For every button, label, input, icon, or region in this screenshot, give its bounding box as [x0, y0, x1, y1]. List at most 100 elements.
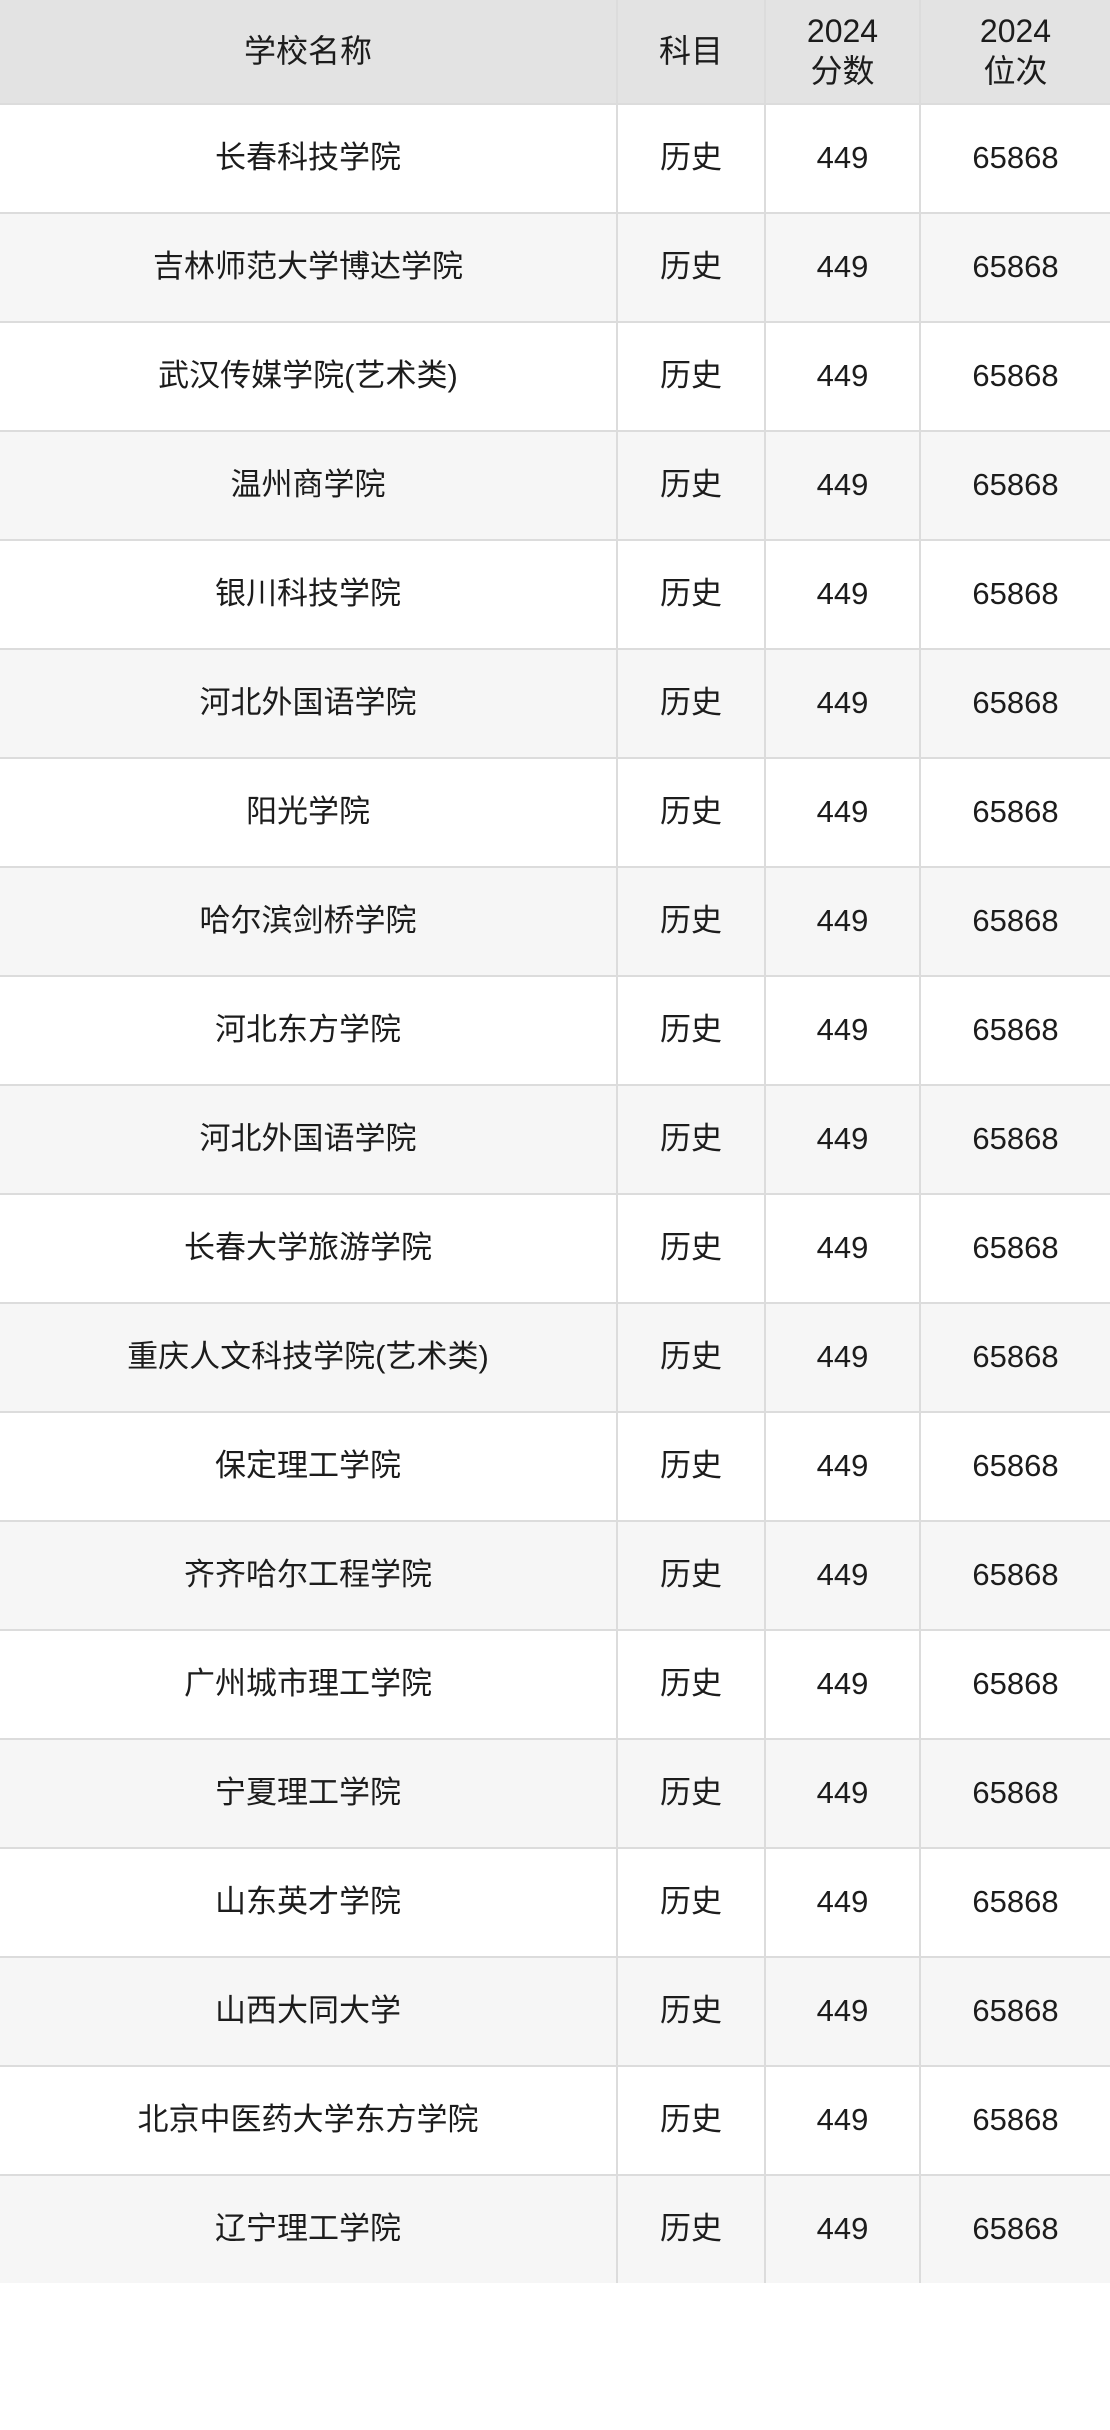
table-row: 长春大学旅游学院 历史 449 65868	[0, 1194, 1110, 1304]
table-row: 广州城市理工学院 历史 449 65868	[0, 1630, 1110, 1740]
cell-subject: 历史	[617, 104, 766, 214]
cell-school-name: 河北东方学院	[0, 976, 618, 1086]
cell-score-2024: 449	[765, 2175, 921, 2283]
cell-score-2024: 449	[765, 104, 921, 214]
cell-subject: 历史	[617, 1194, 766, 1304]
column-header-subject: 科目	[617, 0, 766, 105]
cell-school-name: 阳光学院	[0, 758, 618, 868]
cell-score-2024: 449	[765, 1521, 921, 1631]
cell-rank-2024: 65868	[920, 322, 1110, 432]
cell-school-name: 山西大同大学	[0, 1957, 618, 2067]
cell-school-name: 齐齐哈尔工程学院	[0, 1521, 618, 1631]
cell-school-name: 武汉传媒学院(艺术类)	[0, 322, 618, 432]
cell-rank-2024: 65868	[920, 1194, 1110, 1304]
cell-subject: 历史	[617, 976, 766, 1086]
cell-score-2024: 449	[765, 1848, 921, 1958]
cell-school-name: 长春大学旅游学院	[0, 1194, 618, 1304]
table-row: 温州商学院 历史 449 65868	[0, 431, 1110, 541]
cell-score-2024: 449	[765, 1194, 921, 1304]
cell-rank-2024: 65868	[920, 1739, 1110, 1849]
column-header-score-line1: 2024	[806, 13, 879, 50]
cell-school-name: 宁夏理工学院	[0, 1739, 618, 1849]
table-row: 河北外国语学院 历史 449 65868	[0, 649, 1110, 759]
table-header-row: 学校名称 科目 2024 分数 2024 位次	[0, 0, 1110, 105]
table-row: 吉林师范大学博达学院 历史 449 65868	[0, 213, 1110, 323]
cell-score-2024: 449	[765, 867, 921, 977]
cell-score-2024: 449	[765, 2066, 921, 2176]
column-header-rank-line1: 2024	[979, 13, 1052, 50]
admission-score-table: 学校名称 科目 2024 分数 2024 位次 长春科技学院 历史 449 65868 吉林…	[0, 0, 1110, 2283]
table-header: 学校名称 科目 2024 分数 2024 位次	[0, 0, 1110, 105]
cell-rank-2024: 65868	[920, 431, 1110, 541]
table-row: 齐齐哈尔工程学院 历史 449 65868	[0, 1521, 1110, 1631]
cell-school-name: 银川科技学院	[0, 540, 618, 650]
cell-score-2024: 449	[765, 1957, 921, 2067]
cell-rank-2024: 65868	[920, 2175, 1110, 2283]
cell-score-2024: 449	[765, 213, 921, 323]
cell-rank-2024: 65868	[920, 1303, 1110, 1413]
cell-score-2024: 449	[765, 1630, 921, 1740]
table-row: 河北东方学院 历史 449 65868	[0, 976, 1110, 1086]
cell-rank-2024: 65868	[920, 213, 1110, 323]
cell-rank-2024: 65868	[920, 758, 1110, 868]
table-row: 长春科技学院 历史 449 65868	[0, 104, 1110, 214]
column-header-rank: 2024 位次	[920, 0, 1110, 105]
cell-school-name: 长春科技学院	[0, 104, 618, 214]
cell-score-2024: 449	[765, 1303, 921, 1413]
cell-school-name: 保定理工学院	[0, 1412, 618, 1522]
cell-score-2024: 449	[765, 1412, 921, 1522]
table-row: 阳光学院 历史 449 65868	[0, 758, 1110, 868]
cell-subject: 历史	[617, 540, 766, 650]
cell-score-2024: 449	[765, 758, 921, 868]
cell-subject: 历史	[617, 1630, 766, 1740]
cell-subject: 历史	[617, 431, 766, 541]
cell-rank-2024: 65868	[920, 540, 1110, 650]
cell-subject: 历史	[617, 322, 766, 432]
table-row: 宁夏理工学院 历史 449 65868	[0, 1739, 1110, 1849]
cell-rank-2024: 65868	[920, 1085, 1110, 1195]
cell-school-name: 河北外国语学院	[0, 1085, 618, 1195]
table-row: 山西大同大学 历史 449 65868	[0, 1957, 1110, 2067]
cell-rank-2024: 65868	[920, 2066, 1110, 2176]
cell-subject: 历史	[617, 2066, 766, 2176]
cell-subject: 历史	[617, 1303, 766, 1413]
cell-subject: 历史	[617, 1412, 766, 1522]
table-body: 长春科技学院 历史 449 65868 吉林师范大学博达学院 历史 449 65868 武汉传媒…	[0, 104, 1110, 2283]
cell-school-name: 哈尔滨剑桥学院	[0, 867, 618, 977]
cell-subject: 历史	[617, 1739, 766, 1849]
cell-school-name: 重庆人文科技学院(艺术类)	[0, 1303, 618, 1413]
column-header-score-line2: 分数	[810, 52, 875, 89]
table-row: 保定理工学院 历史 449 65868	[0, 1412, 1110, 1522]
cell-school-name: 北京中医药大学东方学院	[0, 2066, 618, 2176]
cell-score-2024: 449	[765, 1085, 921, 1195]
table-row: 银川科技学院 历史 449 65868	[0, 540, 1110, 650]
cell-rank-2024: 65868	[920, 867, 1110, 977]
table-row: 河北外国语学院 历史 449 65868	[0, 1085, 1110, 1195]
table-row: 山东英才学院 历史 449 65868	[0, 1848, 1110, 1958]
cell-score-2024: 449	[765, 431, 921, 541]
cell-rank-2024: 65868	[920, 1630, 1110, 1740]
cell-school-name: 河北外国语学院	[0, 649, 618, 759]
cell-subject: 历史	[617, 1521, 766, 1631]
column-header-rank-line2: 位次	[983, 52, 1048, 89]
cell-subject: 历史	[617, 1848, 766, 1958]
table-row: 哈尔滨剑桥学院 历史 449 65868	[0, 867, 1110, 977]
cell-school-name: 广州城市理工学院	[0, 1630, 618, 1740]
cell-rank-2024: 65868	[920, 1412, 1110, 1522]
cell-rank-2024: 65868	[920, 649, 1110, 759]
cell-subject: 历史	[617, 649, 766, 759]
cell-score-2024: 449	[765, 976, 921, 1086]
cell-school-name: 山东英才学院	[0, 1848, 618, 1958]
cell-school-name: 辽宁理工学院	[0, 2175, 618, 2283]
cell-subject: 历史	[617, 1085, 766, 1195]
table-row: 武汉传媒学院(艺术类) 历史 449 65868	[0, 322, 1110, 432]
table-row: 北京中医药大学东方学院 历史 449 65868	[0, 2066, 1110, 2176]
cell-subject: 历史	[617, 867, 766, 977]
cell-score-2024: 449	[765, 322, 921, 432]
cell-subject: 历史	[617, 2175, 766, 2283]
cell-score-2024: 449	[765, 649, 921, 759]
cell-subject: 历史	[617, 1957, 766, 2067]
cell-subject: 历史	[617, 758, 766, 868]
table-row: 辽宁理工学院 历史 449 65868	[0, 2175, 1110, 2283]
cell-school-name: 温州商学院	[0, 431, 618, 541]
